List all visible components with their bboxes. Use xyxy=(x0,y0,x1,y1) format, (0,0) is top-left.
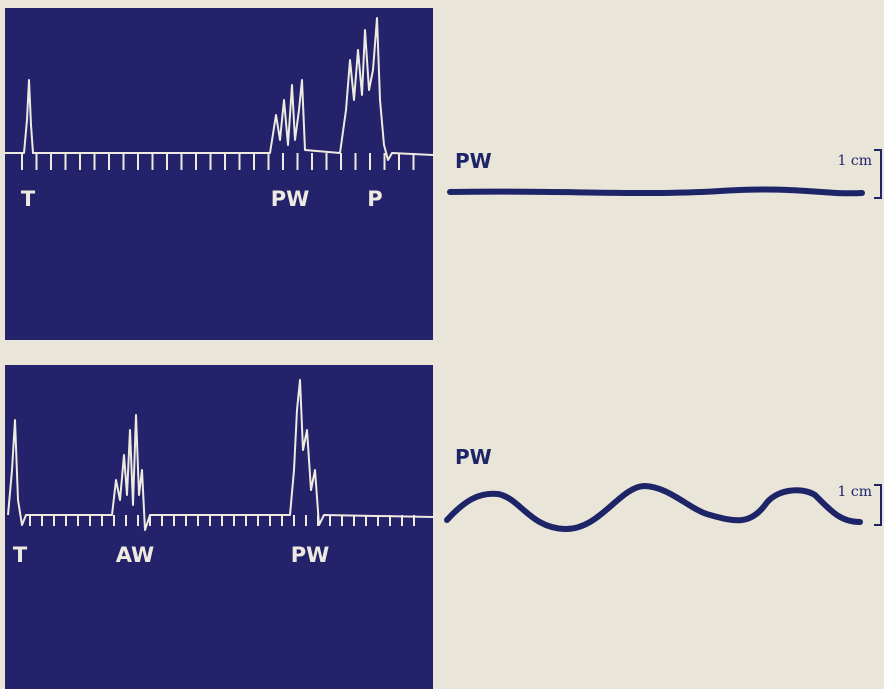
a-mode-panel xyxy=(5,8,433,340)
m-mode-trace xyxy=(450,189,862,193)
figure: T PW P T AW PW PW 1 cm PW 1 cm xyxy=(0,0,884,689)
echo-label: PW xyxy=(291,543,330,567)
echo-label: T xyxy=(13,543,28,567)
echo-label: P xyxy=(367,187,382,211)
scale-label: 1 cm xyxy=(838,153,872,169)
echo-label: AW xyxy=(116,543,154,567)
echo-label: PW xyxy=(271,187,310,211)
trace-label: PW xyxy=(455,445,492,469)
scale-label: 1 cm xyxy=(838,484,872,500)
echo-label: T xyxy=(21,187,36,211)
page: {"top_panel": {"echo_labels": ["T", "PW"… xyxy=(0,0,884,689)
a-mode-panel xyxy=(5,365,433,689)
trace-label: PW xyxy=(455,149,492,173)
